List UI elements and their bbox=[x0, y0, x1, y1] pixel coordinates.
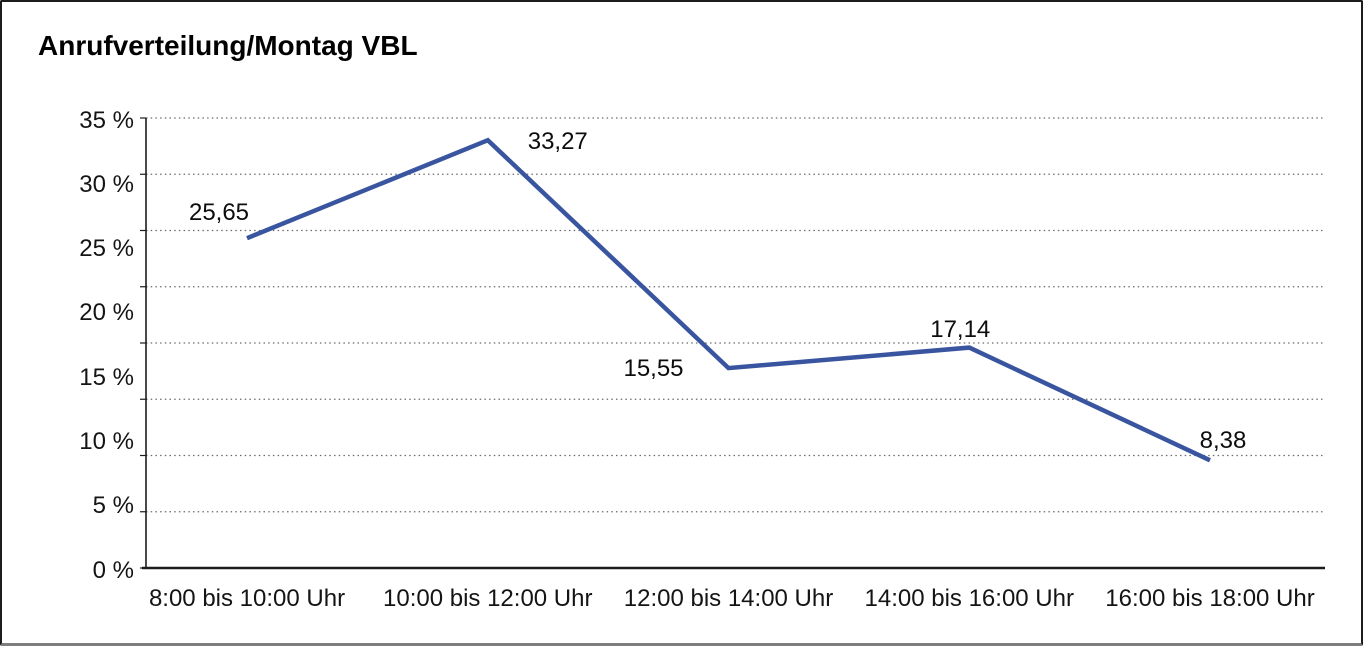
y-axis-tick-label: 30 % bbox=[79, 170, 134, 198]
x-axis-category-label: 10:00 bis 12:00 Uhr bbox=[383, 585, 593, 612]
data-point-label: 17,14 bbox=[930, 315, 991, 343]
y-axis-tick-label: 20 % bbox=[79, 299, 134, 327]
y-axis-tick-label: 0 % bbox=[92, 556, 134, 584]
x-axis-category-label: 16:00 bis 18:00 Uhr bbox=[1105, 585, 1315, 612]
y-axis-tick-label: 25 % bbox=[79, 235, 134, 263]
axes bbox=[140, 117, 1325, 570]
y-axis-tick-label: 5 % bbox=[92, 492, 134, 520]
y-axis-tick-label: 35 % bbox=[79, 106, 134, 134]
x-axis-category-label: 14:00 bis 16:00 Uhr bbox=[864, 585, 1074, 612]
chart-title: Anrufverteilung/Montag VBL bbox=[38, 30, 418, 61]
data-point-label: 25,65 bbox=[188, 199, 250, 227]
gridlines bbox=[146, 117, 1325, 513]
x-axis-category-label: 8:00 bis 10:00 Uhr bbox=[148, 585, 346, 612]
data-point-label: 33,27 bbox=[527, 128, 588, 156]
series-line bbox=[246, 137, 1211, 463]
y-axis-tick-label: 15 % bbox=[79, 363, 134, 391]
y-axis-tick-label: 10 % bbox=[79, 427, 134, 455]
x-axis-category-label: 12:00 bis 14:00 Uhr bbox=[623, 585, 834, 612]
data-point-label: 15,55 bbox=[623, 355, 684, 383]
data-point-label: 8,38 bbox=[1199, 427, 1247, 455]
